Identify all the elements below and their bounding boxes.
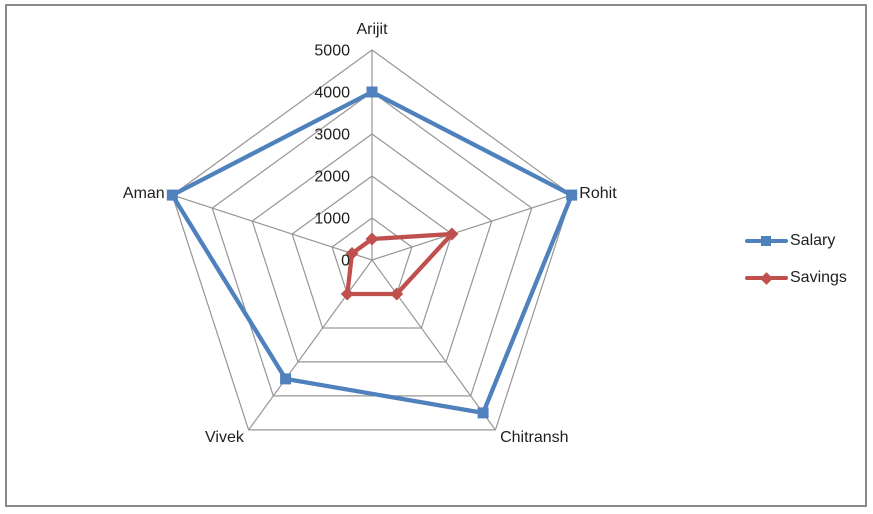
savings-line-diamond-icon [745, 270, 788, 286]
axis-spoke-vivek [248, 259, 373, 431]
series-line-salary [170, 89, 574, 416]
chart-frame [5, 4, 867, 507]
marker-salary-chitransh [477, 407, 489, 419]
marker-salary-vivek [280, 373, 292, 385]
marker-savings-arijit [365, 232, 379, 246]
axis-tick-label-2000: 2000 [314, 169, 350, 186]
axis-spoke-rohit [371, 194, 572, 261]
category-label-rohit: Rohit [579, 185, 617, 202]
legend-item-salary: Salary [745, 231, 835, 251]
salary-line-square-icon [745, 233, 788, 249]
category-label-aman: Aman [123, 185, 165, 202]
marker-salary-arijit [366, 86, 378, 98]
marker-savings-aman [345, 247, 359, 260]
legend-label-salary: Salary [790, 232, 836, 249]
marker-salary-rohit [566, 189, 578, 201]
category-label-vivek: Vivek [205, 429, 245, 446]
gridline-ring-3000 [251, 133, 493, 363]
marker-salary-aman [166, 189, 178, 201]
marker-savings-chitransh [390, 287, 404, 301]
legend-label-savings: Savings [790, 269, 847, 286]
axis-tick-label-3000: 3000 [314, 127, 350, 144]
category-label-chitransh: Chitransh [500, 429, 568, 446]
axis-tick-label-0: 0 [341, 253, 350, 270]
gridline-ring-5000 [171, 49, 573, 431]
gridline-ring-2000 [291, 175, 453, 329]
marker-savings-rohit [445, 227, 459, 241]
axis-spoke-aman [172, 194, 373, 261]
marker-savings-vivek [340, 287, 354, 301]
axis-tick-label-5000: 5000 [314, 43, 350, 60]
legend-item-savings: Savings [745, 268, 847, 288]
axis-tick-label-4000: 4000 [314, 85, 350, 102]
category-label-arijit: Arijit [356, 21, 388, 38]
axis-tick-label-1000: 1000 [314, 211, 350, 228]
axis-spoke-chitransh [371, 259, 496, 431]
